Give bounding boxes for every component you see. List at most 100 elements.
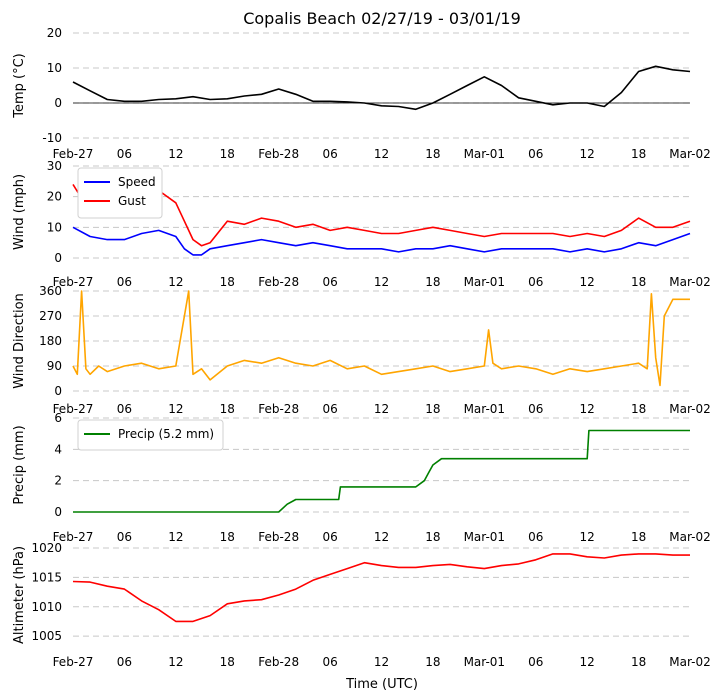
y-tick-label: 10 [47, 61, 62, 75]
chart-title: Copalis Beach 02/27/19 - 03/01/19 [243, 9, 521, 28]
y-axis-label: Temp (°C) [12, 53, 27, 119]
x-tick-label: 12 [374, 147, 389, 161]
y-tick-label: 1015 [31, 570, 62, 584]
x-tick-label: Mar-02 [669, 402, 710, 416]
y-tick-label: 4 [54, 442, 62, 456]
y-tick-label: 2 [54, 474, 62, 488]
y-tick-label: -10 [42, 131, 62, 145]
x-tick-label: 12 [168, 530, 183, 544]
x-tick-label: 06 [322, 655, 337, 669]
x-tick-label: 18 [425, 275, 440, 289]
x-tick-label: 06 [117, 530, 132, 544]
x-tick-label: 12 [580, 402, 595, 416]
x-tick-label: 06 [322, 147, 337, 161]
x-tick-label: 12 [580, 147, 595, 161]
x-tick-label: 12 [580, 530, 595, 544]
x-tick-label: Mar-01 [464, 402, 505, 416]
y-axis-label: Wind (mph) [12, 174, 27, 250]
x-tick-label: Mar-01 [464, 147, 505, 161]
y-tick-label: 1010 [31, 600, 62, 614]
x-tick-label: 18 [425, 530, 440, 544]
x-tick-label: 18 [220, 147, 235, 161]
x-tick-label: Mar-02 [669, 655, 710, 669]
x-tick-label: 06 [528, 402, 543, 416]
x-tick-label: Feb-27 [53, 655, 94, 669]
x-tick-label: Feb-27 [53, 530, 94, 544]
x-tick-label: Mar-01 [464, 530, 505, 544]
x-tick-label: Feb-28 [258, 147, 299, 161]
x-tick-label: 18 [220, 402, 235, 416]
y-tick-label: 0 [54, 384, 62, 398]
x-tick-label: Mar-02 [669, 530, 710, 544]
y-tick-label: 10 [47, 220, 62, 234]
series-line-speed [72, 226, 691, 256]
y-axis-label: Altimeter (hPa) [12, 546, 27, 644]
x-tick-label: 12 [374, 402, 389, 416]
series-line-precip-5-2-mm- [73, 429, 690, 513]
x-tick-label: 12 [168, 147, 183, 161]
y-axis-label: Wind Direction [12, 293, 27, 389]
x-tick-label: 18 [220, 655, 235, 669]
panel-1: 20 10 0 -10 Temp (°C) Feb-27 06 12 18 Feb-28 06 12 1… [12, 26, 711, 161]
x-tick-label: 12 [374, 275, 389, 289]
x-axis-label: Time (UTC) [345, 677, 418, 692]
y-tick-label: 1020 [31, 541, 62, 555]
series-line-gust [72, 183, 691, 247]
x-tick-label: 12 [374, 530, 389, 544]
legend-label: Speed [118, 175, 156, 189]
x-tick-label: 18 [631, 147, 646, 161]
x-tick-label: Feb-28 [258, 655, 299, 669]
x-tick-label: 06 [322, 530, 337, 544]
x-tick-label: 12 [580, 655, 595, 669]
series-line-temp [72, 65, 691, 111]
x-tick-label: Mar-01 [464, 655, 505, 669]
panel-5: 1020 1015 1010 1005 Altimeter (hPa) Feb-27 06 1… [12, 541, 711, 669]
y-tick-label: 1005 [31, 629, 62, 643]
y-tick-label: 180 [39, 334, 62, 348]
x-tick-label: 06 [117, 275, 132, 289]
y-tick-label: 270 [39, 309, 62, 323]
y-tick-label: 20 [47, 26, 62, 40]
x-tick-label: 18 [220, 275, 235, 289]
y-axis-label: Precip (mm) [12, 425, 27, 504]
x-tick-label: Feb-27 [53, 147, 94, 161]
y-tick-label: 30 [47, 159, 62, 173]
legend-label: Gust [118, 194, 146, 208]
panel-3: 360 270 180 90 0 Wind Direction Feb-27 06 12 18 Fe… [12, 284, 711, 416]
x-tick-label: 18 [425, 402, 440, 416]
legend-box [77, 167, 163, 219]
y-tick-label: 20 [47, 190, 62, 204]
x-tick-label: 06 [322, 275, 337, 289]
x-tick-label: 12 [168, 655, 183, 669]
x-tick-label: Mar-02 [669, 275, 710, 289]
x-tick-label: 06 [117, 402, 132, 416]
y-tick-label: 0 [54, 505, 62, 519]
x-tick-label: Feb-27 [53, 275, 94, 289]
series-line-direction [72, 290, 690, 387]
y-tick-label: 0 [54, 251, 62, 265]
x-tick-label: Feb-28 [258, 402, 299, 416]
x-tick-label: 18 [631, 275, 646, 289]
x-tick-label: 18 [631, 530, 646, 544]
x-tick-label: Feb-28 [258, 530, 299, 544]
x-tick-label: 06 [117, 655, 132, 669]
x-tick-label: 12 [168, 402, 183, 416]
panel-4: 6 4 2 0 Precip (mm) Feb-27 06 12 18 Feb-28 06 12 18 M… [12, 411, 711, 544]
x-tick-label: Mar-01 [464, 275, 505, 289]
y-tick-label: 0 [54, 96, 62, 110]
x-tick-label: 18 [631, 655, 646, 669]
x-tick-label: 18 [425, 655, 440, 669]
y-tick-label: 6 [54, 411, 62, 425]
legend-label: Precip (5.2 mm) [118, 427, 214, 441]
series-line-altimeter [72, 553, 690, 623]
x-tick-label: 06 [322, 402, 337, 416]
x-tick-label: 12 [580, 275, 595, 289]
x-tick-label: 06 [528, 147, 543, 161]
x-tick-label: 06 [528, 530, 543, 544]
panel-2: 30 20 10 0 Wind (mph) Feb-27 06 12 18 Feb-28 06 12 1… [12, 159, 711, 289]
x-tick-label: 18 [631, 402, 646, 416]
y-tick-label: 90 [47, 359, 62, 373]
x-tick-label: 12 [374, 655, 389, 669]
